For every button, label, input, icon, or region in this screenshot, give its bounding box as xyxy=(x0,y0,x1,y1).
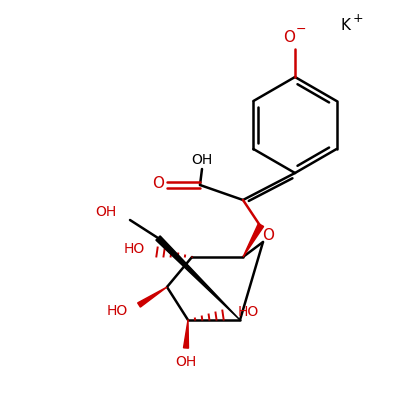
Text: OH: OH xyxy=(191,153,213,167)
Polygon shape xyxy=(184,320,188,348)
Text: HO: HO xyxy=(106,304,128,318)
Text: O: O xyxy=(152,176,164,192)
Text: O: O xyxy=(283,30,295,44)
Text: OH: OH xyxy=(95,205,116,219)
Polygon shape xyxy=(138,287,167,307)
Polygon shape xyxy=(156,236,240,320)
Text: +: + xyxy=(353,12,364,26)
Text: OH: OH xyxy=(175,355,197,369)
Text: K: K xyxy=(340,18,350,32)
Text: O: O xyxy=(262,228,274,242)
Polygon shape xyxy=(243,224,264,257)
Text: HO: HO xyxy=(123,242,145,256)
Text: −: − xyxy=(296,22,306,36)
Text: HO: HO xyxy=(237,305,259,319)
